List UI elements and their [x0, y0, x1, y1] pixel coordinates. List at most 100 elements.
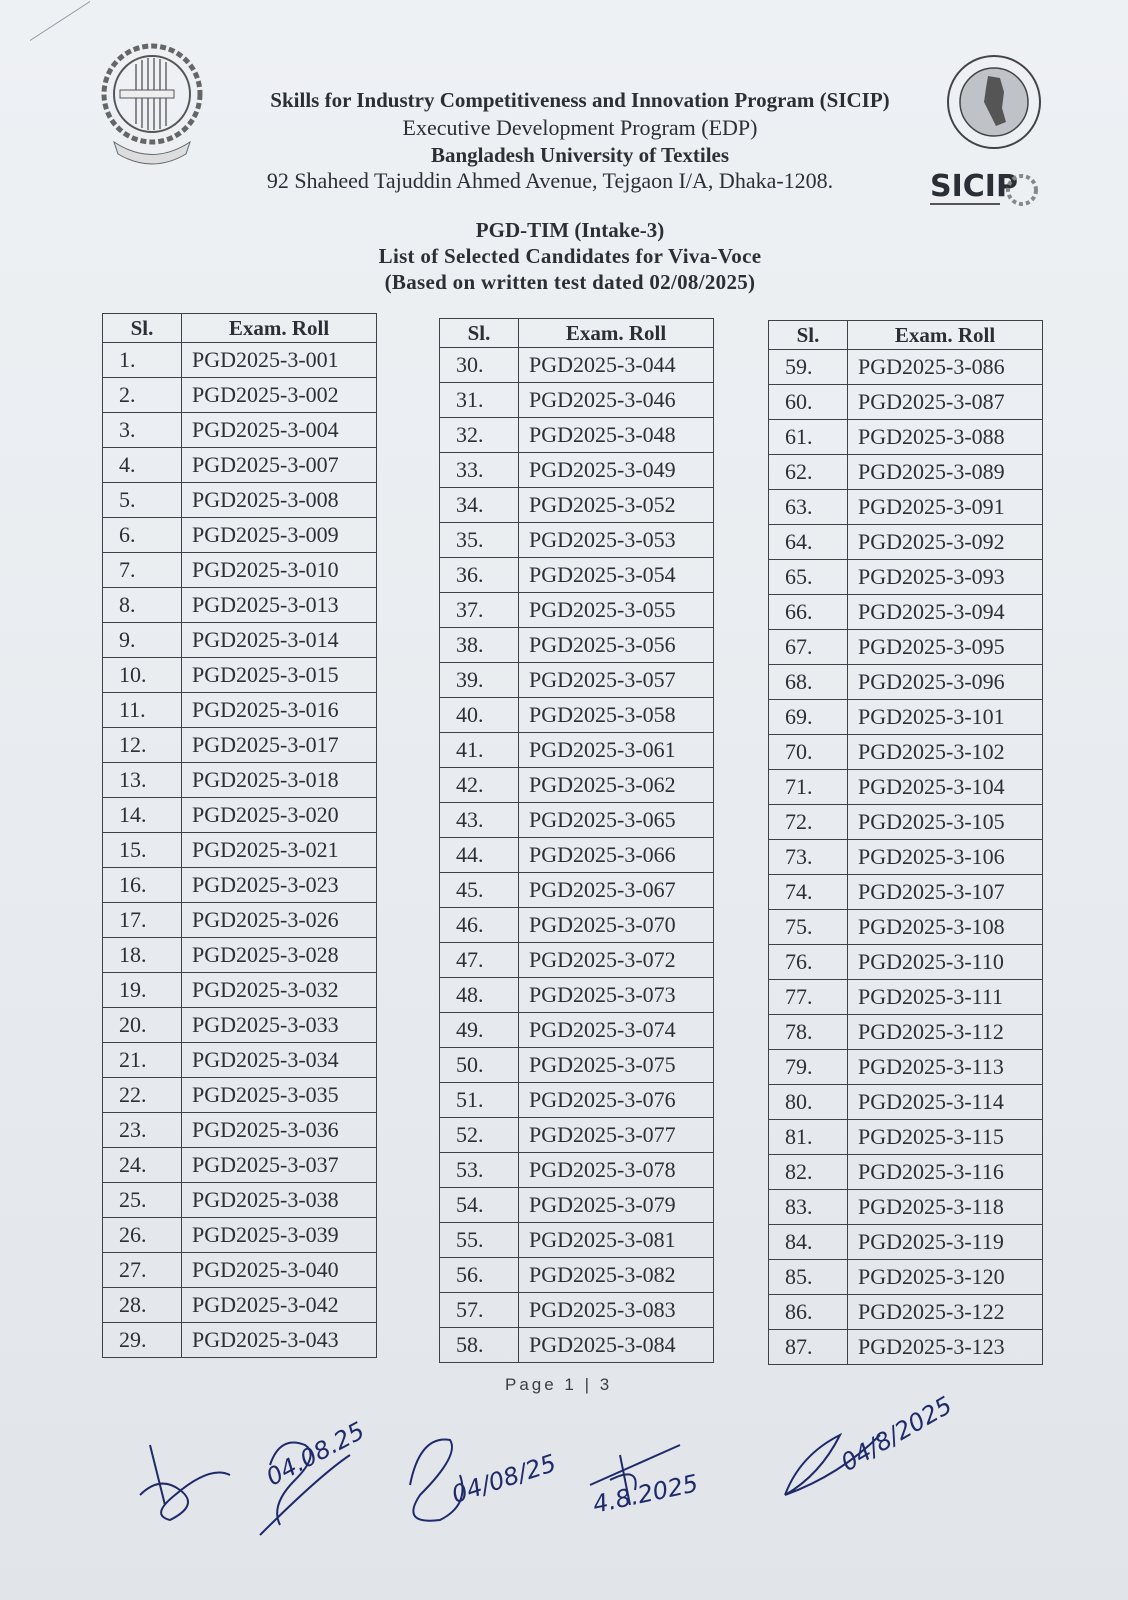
table-row: 52. PGD2025-3-077	[439, 1117, 714, 1153]
table-row: 38. PGD2025-3-056	[439, 627, 714, 663]
exam-roll: PGD2025-3-083	[518, 1292, 714, 1328]
table-row: 6. PGD2025-3-009	[102, 517, 377, 553]
exam-roll: PGD2025-3-014	[181, 622, 377, 658]
serial-number: 44.	[439, 837, 519, 873]
serial-number: 80.	[768, 1084, 848, 1120]
serial-number: 57.	[439, 1292, 519, 1328]
university-address: 92 Shaheed Tajuddin Ahmed Avenue, Tejgao…	[266, 168, 834, 193]
serial-number: 70.	[768, 734, 848, 770]
table-row: 7. PGD2025-3-010	[102, 552, 377, 588]
table-row: 63. PGD2025-3-091	[768, 489, 1043, 525]
table-row: 34. PGD2025-3-052	[439, 487, 714, 523]
table-row: 81. PGD2025-3-115	[768, 1119, 1043, 1155]
table-row: 29. PGD2025-3-043	[102, 1322, 377, 1358]
serial-number: 87.	[768, 1329, 848, 1365]
serial-number: 52.	[439, 1117, 519, 1153]
serial-number: 78.	[768, 1014, 848, 1050]
exam-roll: PGD2025-3-042	[181, 1287, 377, 1323]
serial-number: 73.	[768, 839, 848, 875]
table-row: 70. PGD2025-3-102	[768, 734, 1043, 770]
serial-number: 82.	[768, 1154, 848, 1190]
exam-roll: PGD2025-3-009	[181, 517, 377, 553]
exam-roll: PGD2025-3-102	[847, 734, 1043, 770]
serial-number: 61.	[768, 419, 848, 455]
serial-number: 12.	[102, 727, 182, 763]
table-row: 28. PGD2025-3-042	[102, 1287, 377, 1323]
serial-number: 60.	[768, 384, 848, 420]
table-row: 60. PGD2025-3-087	[768, 384, 1043, 420]
serial-number: 53.	[439, 1152, 519, 1188]
table-row: 47. PGD2025-3-072	[439, 942, 714, 978]
serial-number: 27.	[102, 1252, 182, 1288]
serial-number: 11.	[102, 692, 182, 728]
table-row: 33. PGD2025-3-049	[439, 452, 714, 488]
table-row: 84. PGD2025-3-119	[768, 1224, 1043, 1260]
table-header-row: Sl. Exam. Roll	[102, 313, 377, 343]
serial-number: 16.	[102, 867, 182, 903]
serial-number: 42.	[439, 767, 519, 803]
table-row: 53. PGD2025-3-078	[439, 1152, 714, 1188]
table-row: 36. PGD2025-3-054	[439, 557, 714, 593]
table-row: 72. PGD2025-3-105	[768, 804, 1043, 840]
table-row: 49. PGD2025-3-074	[439, 1012, 714, 1048]
exam-roll: PGD2025-3-074	[518, 1012, 714, 1048]
sicip-logo: SICIP	[930, 169, 1038, 206]
exam-roll: PGD2025-3-086	[847, 349, 1043, 385]
university-name: Bangladesh University of Textiles	[430, 143, 730, 167]
signatures	[139, 1432, 881, 1536]
table-row: 80. PGD2025-3-114	[768, 1084, 1043, 1120]
exam-roll: PGD2025-3-004	[181, 412, 377, 448]
table-row: 62. PGD2025-3-089	[768, 454, 1043, 490]
serial-number: 21.	[102, 1042, 182, 1078]
list-subtitle: (Based on written test dated 02/08/2025)	[384, 270, 756, 294]
serial-number: 3.	[102, 412, 182, 448]
table-row: 2. PGD2025-3-002	[102, 377, 377, 413]
exam-roll: PGD2025-3-016	[181, 692, 377, 728]
government-seal	[947, 55, 1041, 149]
table-row: 16. PGD2025-3-023	[102, 867, 377, 903]
exam-roll: PGD2025-3-104	[847, 769, 1043, 805]
serial-number: 20.	[102, 1007, 182, 1043]
exam-roll: PGD2025-3-072	[518, 942, 714, 978]
exam-roll: PGD2025-3-028	[181, 937, 377, 973]
table-row: 50. PGD2025-3-075	[439, 1047, 714, 1083]
serial-number: 8.	[102, 587, 182, 623]
table-row: 54. PGD2025-3-079	[439, 1187, 714, 1223]
list-title: List of Selected Candidates for Viva-Voc…	[378, 244, 762, 268]
table-row: 75. PGD2025-3-108	[768, 909, 1043, 945]
exam-roll: PGD2025-3-026	[181, 902, 377, 938]
table-row: 13. PGD2025-3-018	[102, 762, 377, 798]
exam-roll: PGD2025-3-010	[181, 552, 377, 588]
table-row: 22. PGD2025-3-035	[102, 1077, 377, 1113]
table-row: 43. PGD2025-3-065	[439, 802, 714, 838]
exam-roll: PGD2025-3-081	[518, 1222, 714, 1258]
exam-roll: PGD2025-3-046	[518, 382, 714, 418]
serial-number: 65.	[768, 559, 848, 595]
serial-number: 25.	[102, 1182, 182, 1218]
exam-roll: PGD2025-3-082	[518, 1257, 714, 1293]
serial-number: 7.	[102, 552, 182, 588]
exam-roll: PGD2025-3-007	[181, 447, 377, 483]
serial-number: 50.	[439, 1047, 519, 1083]
table-row: 65. PGD2025-3-093	[768, 559, 1043, 595]
exam-roll: PGD2025-3-087	[847, 384, 1043, 420]
exam-roll: PGD2025-3-057	[518, 662, 714, 698]
table-row: 27. PGD2025-3-040	[102, 1252, 377, 1288]
table-row: 39. PGD2025-3-057	[439, 662, 714, 698]
exam-roll: PGD2025-3-058	[518, 697, 714, 733]
table-row: 83. PGD2025-3-118	[768, 1189, 1043, 1225]
serial-number: 23.	[102, 1112, 182, 1148]
serial-number: 64.	[768, 524, 848, 560]
exam-roll: PGD2025-3-039	[181, 1217, 377, 1253]
serial-number: 4.	[102, 447, 182, 483]
table-row: 61. PGD2025-3-088	[768, 419, 1043, 455]
serial-number: 6.	[102, 517, 182, 553]
exam-roll: PGD2025-3-040	[181, 1252, 377, 1288]
exam-roll: PGD2025-3-020	[181, 797, 377, 833]
table-row: 30. PGD2025-3-044	[439, 347, 714, 383]
table-row: 31. PGD2025-3-046	[439, 382, 714, 418]
table-row: 56. PGD2025-3-082	[439, 1257, 714, 1293]
exam-roll: PGD2025-3-120	[847, 1259, 1043, 1295]
serial-number: 54.	[439, 1187, 519, 1223]
exam-roll: PGD2025-3-073	[518, 977, 714, 1013]
